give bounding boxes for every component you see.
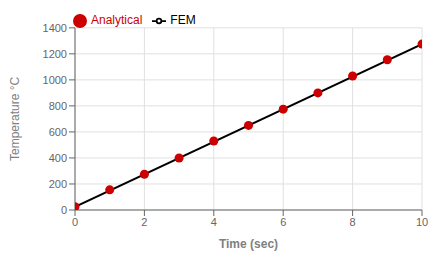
svg-text:200: 200 bbox=[49, 178, 67, 190]
svg-text:1400: 1400 bbox=[43, 22, 67, 34]
svg-text:600: 600 bbox=[49, 126, 67, 138]
svg-text:1200: 1200 bbox=[43, 48, 67, 60]
svg-text:6: 6 bbox=[280, 216, 286, 228]
svg-text:8: 8 bbox=[350, 216, 356, 228]
html-text:FEM: FEM bbox=[170, 13, 196, 27]
html-text:Analytical: Analytical bbox=[91, 13, 143, 27]
svg-text:2: 2 bbox=[141, 216, 147, 228]
svg-text:400: 400 bbox=[49, 152, 67, 164]
svg-text:0: 0 bbox=[72, 216, 78, 228]
svg-text:800: 800 bbox=[49, 100, 67, 112]
svg-text:Temperature °C: Temperature °C bbox=[8, 77, 22, 161]
svg-text:1000: 1000 bbox=[43, 74, 67, 86]
svg-text:10: 10 bbox=[416, 216, 428, 228]
svg-text:Time (sec): Time (sec) bbox=[219, 237, 278, 251]
svg-text:4: 4 bbox=[211, 216, 217, 228]
svg-text:0: 0 bbox=[61, 204, 67, 216]
